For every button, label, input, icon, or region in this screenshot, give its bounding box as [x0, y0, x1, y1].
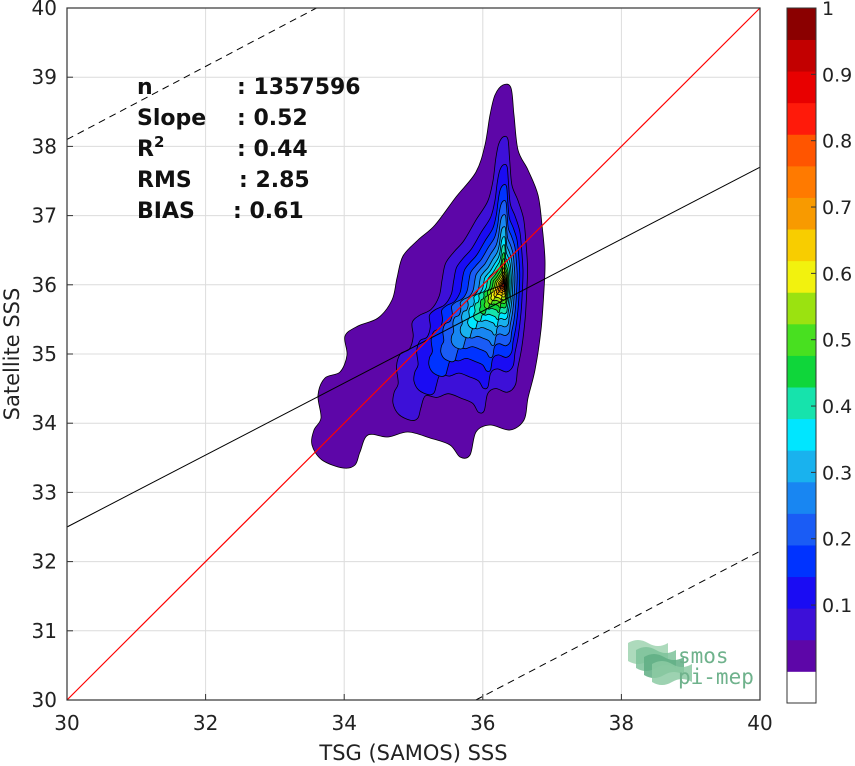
logo-text-line2: pi-mep: [678, 665, 754, 689]
regression-line: [66, 166, 761, 528]
stat-label-text: n: [137, 75, 153, 100]
stat-label-text: RMS: [137, 168, 192, 193]
colorbar-band: [787, 165, 816, 198]
y-tick-label: 39: [32, 65, 57, 89]
density-contours: [311, 83, 546, 469]
colorbar-band: [787, 639, 816, 672]
x-tick-label: 38: [609, 711, 634, 735]
colorbar-tick-label: 0.8: [822, 131, 852, 153]
colorbar-band: [787, 102, 816, 135]
stat-value: : 2.85: [239, 168, 310, 193]
stat-label: RMS: [137, 168, 192, 193]
colorbar-band: [787, 8, 816, 40]
stat-label: Slope: [137, 106, 206, 131]
logo-wave-shape: [652, 661, 692, 685]
colorbar-tick-label: 0.1: [822, 595, 852, 617]
colorbar: 0.1 0.2 0.3 0.4 0.5 0.6 0.7 0.8 0.9 1: [786, 0, 852, 704]
x-tick-label: 36: [470, 711, 495, 735]
statistics-box: n : 1357596 Slope : 0.52 R2 : 0.44 RMS : 2.85 BI…: [137, 75, 361, 224]
x-axis-label: TSG (SAMOS) SSS: [318, 741, 507, 765]
x-tick-label: 32: [193, 711, 218, 735]
y-tick-label: 36: [32, 273, 57, 297]
wave-logo-icon: [628, 640, 692, 685]
colorbar-band: [787, 671, 816, 704]
y-tick-label: 40: [32, 0, 57, 20]
y-tick-label: 30: [32, 688, 57, 712]
colorbar-tick-label: 0.7: [822, 197, 852, 219]
y-tick-label: 31: [32, 619, 57, 643]
x-tick-label: 40: [747, 711, 772, 735]
colorbar-tick-label: 0.3: [822, 462, 852, 484]
stat-value: : 0.61: [233, 199, 304, 224]
y-tick-label: 38: [32, 134, 57, 158]
colorbar-tick-label: 1: [822, 0, 834, 20]
colorbar-band: [787, 481, 816, 514]
colorbar-tick-label: 0.9: [822, 64, 852, 86]
colorbar-band: [787, 608, 816, 641]
colorbar-band: [787, 39, 816, 72]
y-tick-label: 35: [32, 342, 57, 366]
density-contour-level: [501, 282, 505, 288]
y-tick-label: 34: [32, 411, 57, 435]
reference-lines: [66, 7, 761, 701]
y-axis-label: Satellite SSS: [0, 288, 24, 421]
colorbar-band: [787, 576, 816, 609]
stat-label: R2: [137, 133, 164, 162]
y-tick-label: 33: [32, 480, 57, 504]
stat-label-text: BIAS: [137, 199, 195, 224]
lower-bound-dashed-line: [475, 550, 761, 701]
colorbar-tick-label: 0.2: [822, 529, 852, 551]
stat-value: : 0.44: [237, 137, 308, 162]
stat-label-text: R: [137, 137, 154, 162]
colorbar-band: [787, 292, 816, 325]
colorbar-band: [787, 387, 816, 420]
stat-label-text: Slope: [137, 106, 206, 131]
stat-label-superscript: 2: [154, 133, 164, 151]
colorbar-band: [787, 450, 816, 483]
x-tick-label: 30: [54, 711, 79, 735]
one-to-one-line: [66, 7, 761, 701]
logo-text-line1: smos: [678, 644, 729, 668]
x-tick-label: 34: [331, 711, 356, 735]
colorbar-band: [787, 513, 816, 546]
stat-value: : 1357596: [237, 75, 361, 100]
colorbar-band: [787, 134, 816, 167]
colorbar-band: [787, 418, 816, 451]
stat-label: n: [137, 75, 153, 100]
stat-label: BIAS: [137, 199, 195, 224]
stat-value: : 0.52: [237, 106, 308, 131]
colorbar-band: [787, 229, 816, 262]
y-tick-label: 37: [32, 204, 57, 228]
colorbar-tick-label: 0.5: [822, 330, 852, 352]
colorbar-band: [787, 260, 816, 293]
smos-pi-mep-logo: smos pi-mep: [628, 640, 754, 689]
colorbar-band: [787, 71, 816, 104]
y-axis-ticks: 30 31 32 33 34 35 36 37 38 39 40: [32, 0, 73, 712]
colorbar-tick-label: 0.6: [822, 263, 852, 285]
colorbar-tick-label: 0.4: [822, 396, 852, 418]
y-tick-label: 32: [32, 550, 57, 574]
x-axis-ticks: 30 32 34 36 38 40: [54, 694, 773, 735]
colorbar-band: [787, 545, 816, 578]
colorbar-band: [787, 355, 816, 388]
colorbar-frame: [786, 7, 817, 704]
colorbar-band: [787, 197, 816, 230]
